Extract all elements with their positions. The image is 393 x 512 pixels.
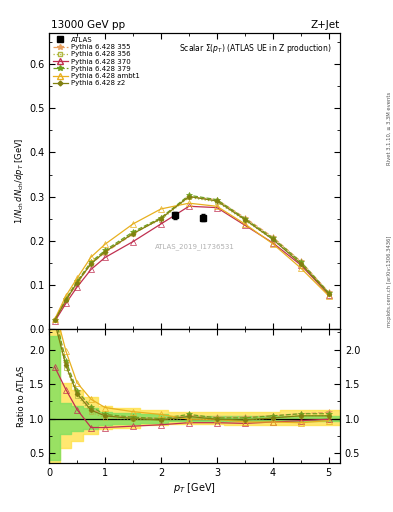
Text: ATLAS_2019_I1736531: ATLAS_2019_I1736531 [154,243,235,249]
Text: Scalar $\Sigma(p_T)$ (ATLAS UE in Z production): Scalar $\Sigma(p_T)$ (ATLAS UE in Z prod… [179,42,331,55]
Text: Rivet 3.1.10, ≥ 3.3M events: Rivet 3.1.10, ≥ 3.3M events [387,91,392,165]
Text: Z+Jet: Z+Jet [311,20,340,31]
Y-axis label: Ratio to ATLAS: Ratio to ATLAS [17,366,26,427]
Legend: ATLAS, Pythia 6.428 355, Pythia 6.428 356, Pythia 6.428 370, Pythia 6.428 379, P: ATLAS, Pythia 6.428 355, Pythia 6.428 35… [51,35,141,88]
Text: mcplots.cern.ch [arXiv:1306.3436]: mcplots.cern.ch [arXiv:1306.3436] [387,236,392,327]
X-axis label: $p_T$ [GeV]: $p_T$ [GeV] [173,481,216,495]
Text: 13000 GeV pp: 13000 GeV pp [51,20,125,31]
Y-axis label: $1/N_\mathrm{ch}\,dN_\mathrm{ch}/dp_T\;[\mathrm{GeV}]$: $1/N_\mathrm{ch}\,dN_\mathrm{ch}/dp_T\;[… [13,138,26,224]
